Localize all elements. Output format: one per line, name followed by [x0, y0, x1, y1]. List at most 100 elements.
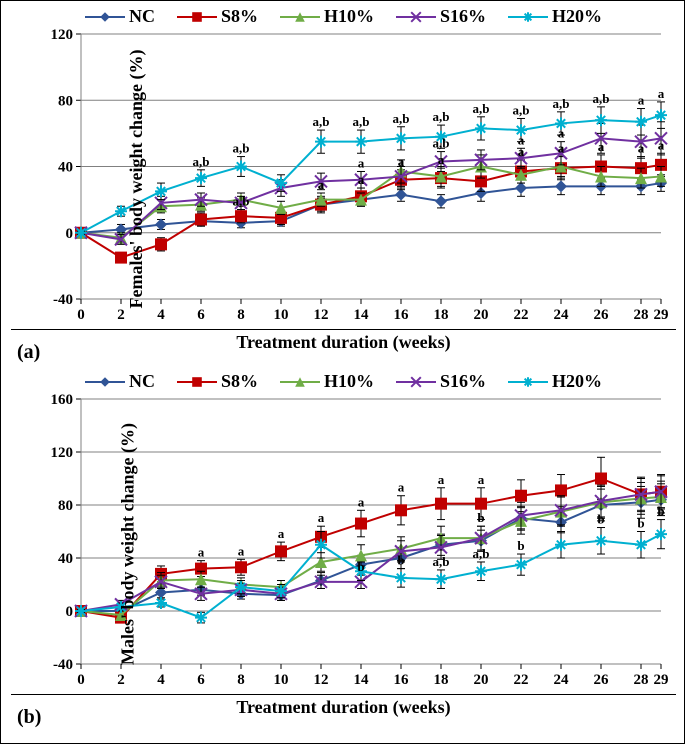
legend-label: S8% [221, 6, 258, 27]
svg-text:a,b: a,b [553, 96, 570, 111]
svg-text:b: b [397, 553, 404, 568]
svg-text:a,b: a,b [433, 554, 450, 569]
legend-item-s8: S8% [177, 371, 258, 392]
svg-text:b: b [357, 559, 364, 574]
svg-text:14: 14 [354, 307, 370, 323]
ylabel-a: Females' body weight change (%) [126, 50, 147, 309]
svg-text:a: a [318, 177, 325, 192]
svg-text:8: 8 [237, 672, 245, 688]
svg-text:a: a [478, 472, 485, 487]
svg-text:0: 0 [77, 672, 85, 688]
legend-label: H10% [324, 6, 374, 27]
svg-text:28: 28 [634, 307, 649, 323]
svg-text:0: 0 [66, 226, 74, 242]
svg-text:b: b [517, 538, 524, 553]
svg-text:a,b: a,b [233, 194, 250, 209]
svg-text:a: a [238, 543, 245, 558]
svg-text:160: 160 [51, 394, 74, 408]
svg-text:b: b [637, 516, 644, 531]
svg-text:20: 20 [474, 672, 489, 688]
svg-text:22: 22 [514, 672, 529, 688]
legend-item-h10: H10% [280, 6, 374, 27]
svg-text:a: a [358, 494, 365, 509]
svg-text:a,b: a,b [513, 102, 530, 117]
svg-text:a: a [638, 141, 645, 156]
svg-text:a,b: a,b [393, 111, 410, 126]
panel-b: NCS8%H10%S16%H20% -400408012016002468101… [11, 371, 676, 731]
svg-text:a: a [438, 152, 445, 167]
svg-text:0: 0 [77, 307, 85, 323]
svg-text:b: b [597, 512, 604, 527]
svg-text:a: a [558, 126, 565, 141]
svg-text:a: a [558, 141, 565, 156]
svg-text:-40: -40 [53, 657, 73, 673]
figure-container: { "dimensions": { "width": 685, "height"… [0, 0, 685, 744]
panel-letter-a: (a) [17, 341, 40, 364]
panel-letter-b: (b) [17, 706, 41, 729]
svg-text:a,b: a,b [473, 546, 490, 561]
svg-text:4: 4 [157, 672, 165, 688]
legend-item-h20: H20% [508, 6, 602, 27]
svg-text:a: a [598, 139, 605, 154]
svg-text:b: b [477, 510, 484, 525]
svg-text:4: 4 [157, 307, 165, 323]
svg-text:a: a [518, 132, 525, 147]
plot-area-b: -400408012016002468101214161820222426282… [11, 394, 676, 695]
panel-a: NCS8%H10%S16%H20% -400408012002468101214… [11, 6, 676, 366]
legend-label: NC [129, 6, 155, 27]
svg-text:22: 22 [514, 307, 529, 323]
svg-text:16: 16 [394, 672, 410, 688]
chart-b-svg: -400408012016002468101214161820222426282… [11, 394, 676, 694]
svg-text:a: a [198, 545, 205, 560]
legend-label: H20% [552, 6, 602, 27]
svg-text:8: 8 [237, 307, 245, 323]
svg-text:40: 40 [58, 160, 73, 176]
svg-text:20: 20 [474, 307, 489, 323]
svg-text:a,b: a,b [313, 114, 330, 129]
legend-label: H10% [324, 371, 374, 392]
svg-text:0: 0 [66, 604, 74, 620]
legend-label: H20% [552, 371, 602, 392]
svg-text:12: 12 [314, 307, 329, 323]
svg-text:b: b [657, 504, 664, 519]
svg-text:10: 10 [274, 672, 289, 688]
legend-label: NC [129, 371, 155, 392]
xlabel-b: Treatment duration (weeks) [11, 697, 676, 718]
svg-text:26: 26 [594, 672, 610, 688]
svg-text:12: 12 [314, 672, 329, 688]
legend-item-s16: S16% [396, 6, 486, 27]
svg-text:a: a [658, 137, 665, 152]
svg-text:a,b: a,b [353, 114, 370, 129]
svg-text:80: 80 [58, 498, 73, 514]
svg-text:a: a [398, 154, 405, 169]
svg-text:2: 2 [117, 307, 125, 323]
svg-text:a: a [398, 480, 405, 495]
svg-text:a: a [638, 93, 645, 108]
svg-text:a,b: a,b [193, 154, 210, 169]
svg-text:a: a [658, 86, 665, 101]
svg-text:16: 16 [394, 307, 410, 323]
svg-text:120: 120 [51, 29, 74, 43]
svg-text:-40: -40 [53, 292, 73, 308]
legend-item-h10: H10% [280, 371, 374, 392]
plot-area-a: -4004080120024681012141618202224262829a,… [11, 29, 676, 330]
legend-item-h20: H20% [508, 371, 602, 392]
svg-text:6: 6 [197, 672, 205, 688]
svg-text:80: 80 [58, 93, 73, 109]
svg-text:26: 26 [594, 307, 610, 323]
legend-label: S8% [221, 371, 258, 392]
ylabel-b: Males' body weight change (%) [118, 423, 139, 665]
svg-text:a: a [358, 172, 365, 187]
legend-item-s8: S8% [177, 6, 258, 27]
legend-label: S16% [440, 371, 486, 392]
svg-text:a,b: a,b [433, 109, 450, 124]
legend-item-s16: S16% [396, 371, 486, 392]
svg-text:a,b: a,b [433, 136, 450, 151]
svg-text:28: 28 [634, 672, 649, 688]
svg-text:18: 18 [434, 672, 449, 688]
svg-text:a: a [318, 510, 325, 525]
svg-text:29: 29 [654, 307, 669, 323]
chart-a-svg: -4004080120024681012141618202224262829a,… [11, 29, 676, 329]
svg-text:a: a [278, 526, 285, 541]
legend-item-nc: NC [85, 371, 155, 392]
